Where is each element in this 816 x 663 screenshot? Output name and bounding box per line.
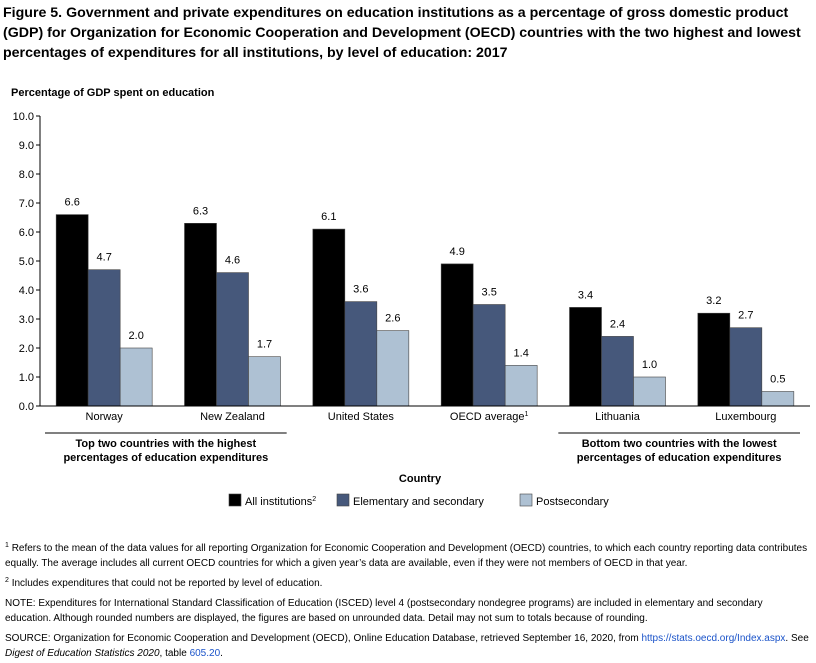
bars: 6.6 4.7 2.0 6.3 4.6 1.7 6.1 3.6 2.6 4.9 3.5 1.4 3.4 2…: [55, 197, 795, 407]
bar: [55, 214, 89, 407]
y-tick-label: 6.0: [19, 227, 34, 239]
legend-label: Postsecondary: [536, 496, 609, 508]
legend-label: All institutions2: [245, 496, 316, 508]
y-tick-label: 9.0: [19, 140, 34, 152]
x-axis: Norway New Zealand United States OECD avera…: [40, 405, 810, 423]
source-link[interactable]: https://stats.oecd.org/Index.aspx: [641, 633, 786, 644]
data-label: 2.4: [610, 318, 625, 330]
footnote-1: 1 Refers to the mean of the data values …: [5, 538, 811, 571]
legend-swatch: [336, 493, 350, 507]
data-label: 1.7: [257, 339, 272, 351]
data-label: 3.4: [578, 289, 593, 301]
group-label-line1: Top two countries with the highest: [75, 438, 256, 450]
footnote-2-text: Includes expenditures that could not be …: [11, 578, 323, 589]
bar: [119, 347, 153, 407]
source-mid: . See: [785, 633, 809, 644]
bar: [376, 330, 410, 407]
figure-title: Figure 5. Government and private expendi…: [3, 5, 801, 61]
y-axis: 0.0 1.0 2.0 3.0 4.0 5.0 6.0 7.0 8.0 9.0 10.0: [13, 111, 41, 413]
legend-label: Elementary and secondary: [353, 496, 484, 508]
data-label: 2.6: [385, 313, 400, 325]
legend: All institutions2 Elementary and secondar…: [228, 493, 609, 508]
data-label: 2.7: [738, 310, 753, 322]
legend-swatch: [519, 493, 533, 507]
country-group-brackets: Top two countries with the highest percen…: [45, 432, 800, 464]
data-label: 3.5: [482, 287, 497, 299]
category-label: Luxembourg: [715, 411, 776, 423]
legend-swatch: [228, 493, 242, 507]
source-end: .: [220, 648, 223, 659]
bar: [601, 336, 634, 407]
bar: [697, 312, 731, 407]
y-tick-label: 0.0: [19, 401, 34, 413]
bar: [761, 391, 795, 407]
data-label: 0.5: [770, 374, 785, 386]
footnote-2: 2 Includes expenditures that could not b…: [5, 573, 811, 591]
category-label: OECD average1: [450, 411, 529, 423]
x-axis-title: Country: [399, 473, 442, 485]
y-tick-label: 2.0: [19, 343, 34, 355]
footnote-2-marker: 2: [5, 577, 9, 584]
y-axis-title: Percentage of GDP spent on education: [11, 87, 215, 99]
category-label: Norway: [86, 411, 124, 423]
bar-chart: Percentage of GDP spent on education 0.0…: [11, 87, 810, 508]
y-tick-label: 5.0: [19, 256, 34, 268]
source-table-link[interactable]: 605.20: [189, 648, 221, 659]
y-tick-label: 8.0: [19, 169, 34, 181]
source-prefix: SOURCE: Organization for Economic Cooper…: [5, 633, 642, 644]
bar: [472, 304, 506, 407]
data-label: 6.6: [65, 197, 80, 209]
bar: [633, 376, 666, 407]
bar: [569, 307, 602, 407]
y-tick-label: 1.0: [19, 372, 34, 384]
y-tick-label: 7.0: [19, 198, 34, 210]
bar: [184, 223, 217, 407]
y-tick-label: 10.0: [13, 111, 34, 123]
data-label: 6.1: [321, 211, 336, 223]
note-text: NOTE: Expenditures for International Sta…: [5, 598, 763, 624]
data-label: 1.4: [514, 347, 529, 359]
data-label: 4.7: [97, 252, 112, 264]
y-tick-label: 4.0: [19, 285, 34, 297]
data-label: 6.3: [193, 205, 208, 217]
bar: [440, 263, 474, 407]
source-digest-title: Digest of Education Statistics 2020: [5, 648, 160, 659]
bar: [216, 272, 249, 407]
data-label: 4.9: [450, 246, 465, 258]
bar: [504, 365, 538, 407]
bar: [87, 269, 121, 407]
bar: [312, 228, 346, 407]
category-label: Lithuania: [595, 411, 641, 423]
footnote-1-marker: 1: [5, 542, 9, 549]
y-tick-label: 3.0: [19, 314, 34, 326]
source-text: SOURCE: Organization for Economic Cooper…: [5, 631, 811, 661]
source-table-prefix: , table: [159, 648, 190, 659]
category-label: New Zealand: [200, 411, 265, 423]
category-label: United States: [328, 411, 395, 423]
bar: [729, 327, 763, 407]
group-label-line2: percentages of education expenditures: [63, 452, 268, 464]
data-label: 2.0: [129, 330, 144, 342]
data-label: 3.2: [706, 295, 721, 307]
bar: [248, 356, 281, 407]
footnote-1-text: Refers to the mean of the data values fo…: [5, 543, 808, 569]
data-label: 1.0: [642, 359, 657, 371]
group-label-line2: percentages of education expenditures: [577, 452, 782, 464]
data-label: 3.6: [353, 284, 368, 296]
bar: [344, 301, 378, 407]
group-label-line1: Bottom two countries with the lowest: [582, 438, 777, 450]
data-label: 4.6: [225, 255, 240, 267]
